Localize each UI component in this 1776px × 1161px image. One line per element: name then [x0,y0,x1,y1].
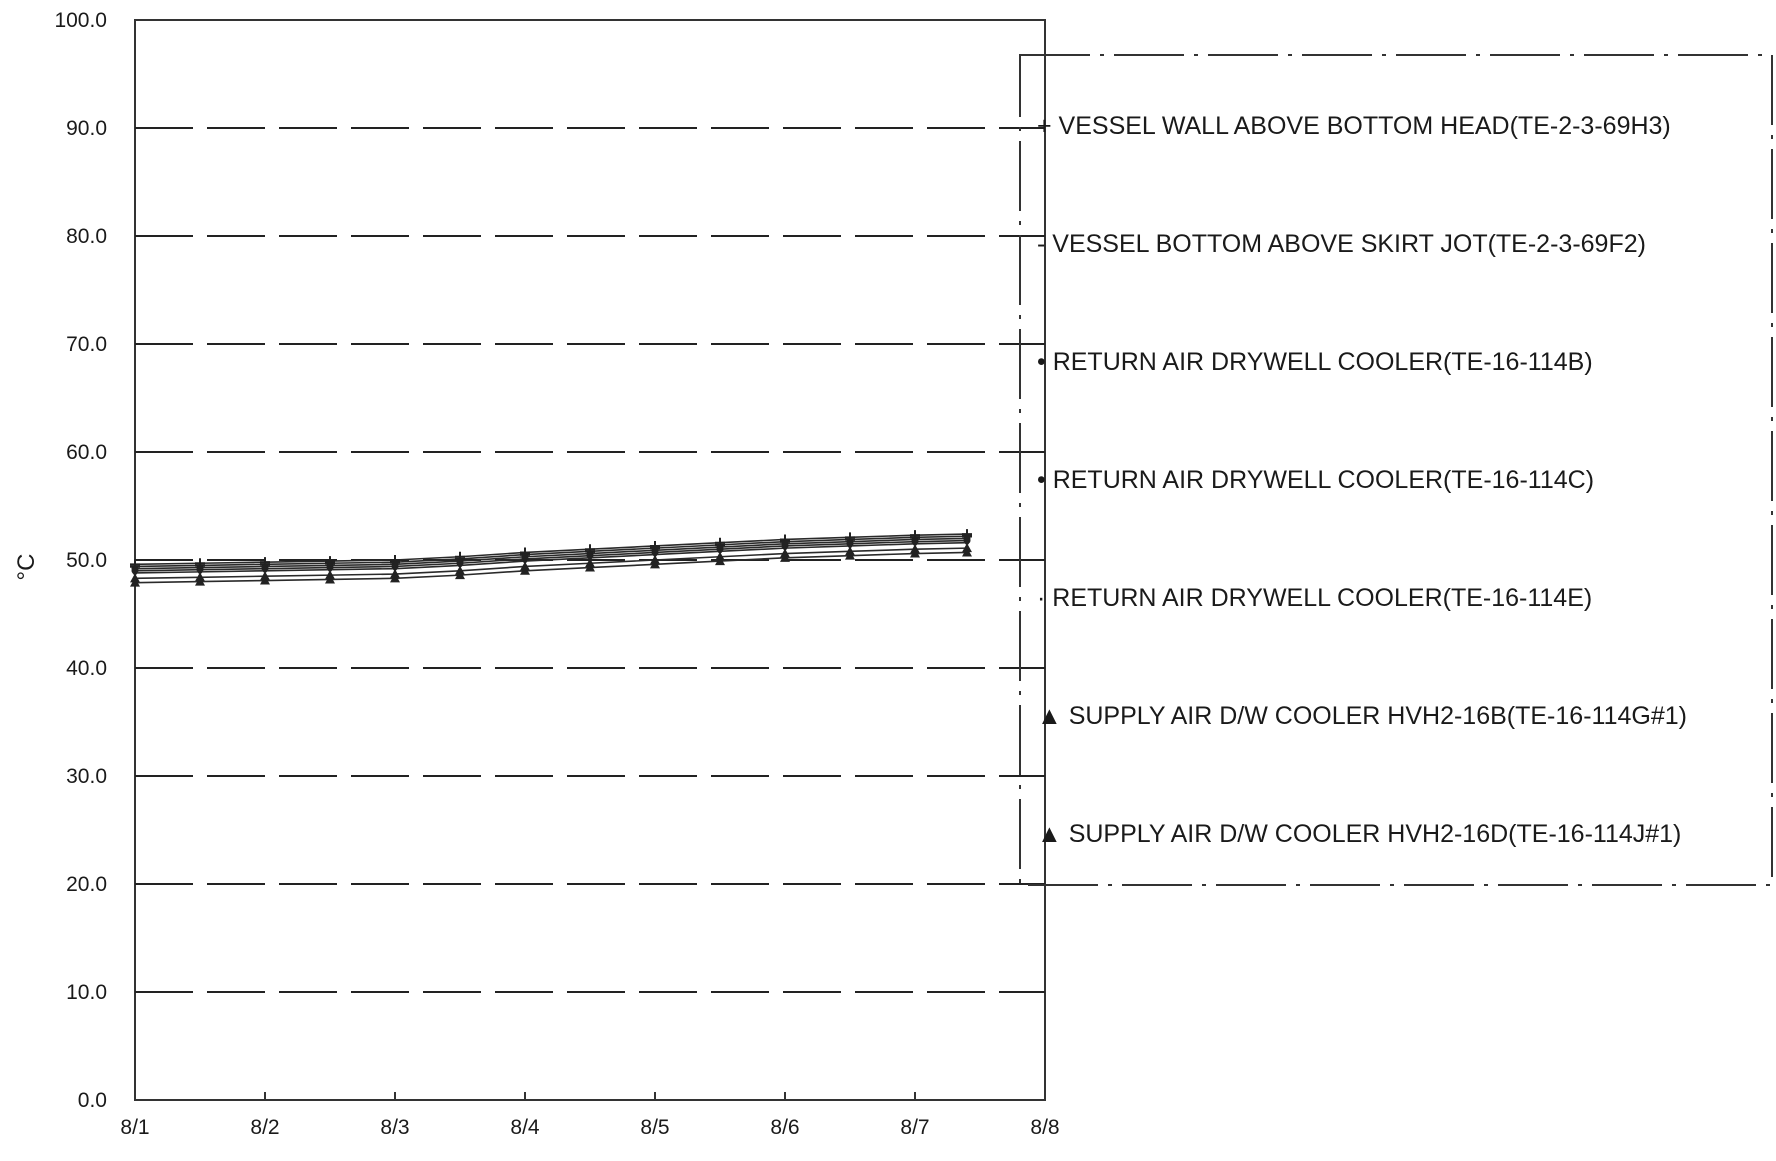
data-point [328,567,332,572]
y-axis-ticks: 100.0 90.0 80.0 70.0 60.0 50.0 40.0 30.0 20.0 10.… [54,9,107,1112]
data-point [195,576,205,586]
data-point [962,547,972,557]
series-path [134,535,968,568]
data-point [260,575,270,585]
x-tick-label: 8/4 [510,1116,540,1139]
data-point [585,562,595,572]
y-tick-label: 50.0 [66,549,107,572]
data-point [458,563,462,568]
series-path [134,551,968,584]
y-tick-label: 40.0 [66,657,107,680]
legend-entry: • RETURN AIR DRYWELL COOLER(TE-16-114C) [1037,466,1594,494]
y-tick-label: 10.0 [66,981,107,1004]
y-tick-label: 70.0 [66,333,107,356]
x-tick-label: 8/6 [770,1116,799,1139]
data-point [913,541,917,546]
series-line [133,540,969,575]
legend-entry: + VESSEL WALL ABOVE BOTTOM HEAD(TE-2-3-6… [1037,112,1671,140]
data-point [588,555,592,560]
legend-entry: • RETURN AIR DRYWELL COOLER(TE-16-114B) [1037,348,1593,376]
legend-frame [1019,54,1773,886]
x-tick-label: 8/1 [120,1116,149,1139]
data-point [523,559,527,564]
y-tick-label: 90.0 [66,117,107,140]
data-point [780,552,790,562]
grid-lines [135,127,1045,993]
y-axis-label: °C [13,554,40,581]
data-point [653,552,657,557]
x-tick-label: 8/5 [640,1116,669,1139]
y-tick-label: 30.0 [66,765,107,788]
series-path [134,539,968,572]
data-point [455,570,465,580]
data-point [390,573,400,583]
y-tick-label: 20.0 [66,873,107,896]
series-path [134,541,968,574]
data-point [848,543,852,548]
x-axis-ticks: 8/1 8/2 8/3 8/4 8/5 8/6 8/7 8/8 [120,1092,1060,1139]
data-point [263,568,267,573]
data-point [325,574,335,584]
x-tick-label: 8/7 [900,1116,929,1139]
series-line [130,529,972,570]
data-point [845,550,855,560]
data-point [718,549,722,554]
y-tick-label: 100.0 [54,9,107,32]
x-tick-label: 8/3 [380,1116,409,1139]
series-line [130,547,972,587]
legend-entry: ▲ SUPPLY AIR D/W COOLER HVH2-16D(TE-16-1… [1037,820,1681,848]
data-point [650,559,660,569]
series-path [134,547,968,580]
data-point [520,565,530,575]
legend-entry: ▲ SUPPLY AIR D/W COOLER HVH2-16B(TE-16-1… [1037,702,1687,730]
data-point [910,548,920,558]
data-point [715,556,725,566]
y-tick-label: 0.0 [78,1089,107,1112]
legend-entry: · RETURN AIR DRYWELL COOLER(TE-16-114E) [1037,584,1592,612]
data-series [130,529,972,587]
series-path [134,537,968,570]
x-tick-label: 8/8 [1030,1116,1059,1139]
y-tick-label: 80.0 [66,225,107,248]
series-path [134,533,968,566]
data-point [198,569,202,574]
legend: + VESSEL WALL ABOVE BOTTOM HEAD(TE-2-3-6… [1037,112,1687,848]
data-point [965,540,969,545]
data-point [133,570,137,575]
data-point [130,577,140,587]
data-point [783,546,787,551]
legend-entry: - VESSEL BOTTOM ABOVE SKIRT JOT(TE-2-3-6… [1037,230,1646,258]
x-tick-label: 8/2 [250,1116,279,1139]
data-point [393,566,397,571]
y-tick-label: 60.0 [66,441,107,464]
